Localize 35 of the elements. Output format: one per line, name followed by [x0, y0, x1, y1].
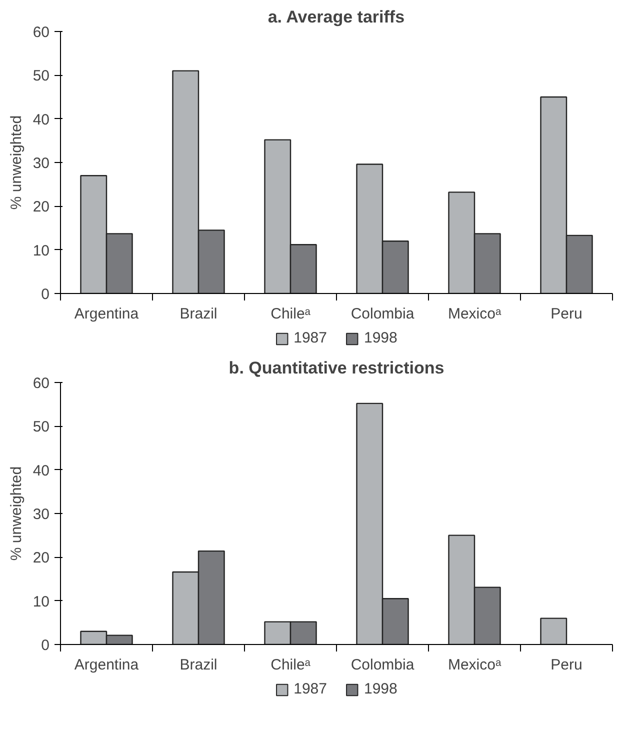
x-tick-label: Colombia	[350, 656, 415, 674]
x-tick-label: Peru	[550, 656, 582, 674]
bar	[540, 618, 568, 644]
legend-label: 1998	[364, 330, 398, 346]
legend-label: 1998	[364, 680, 398, 698]
y-tick-label: 40	[32, 111, 50, 128]
x-tick-label: Argentina	[74, 306, 140, 322]
y-tick-label: 20	[32, 198, 50, 216]
y-axis-title: % unweighted	[8, 115, 25, 210]
chart-title: a. Average tariffs	[268, 8, 405, 26]
legend-label: 1987	[294, 680, 327, 698]
x-tick-label: Brazil	[180, 306, 218, 322]
y-tick-label: 0	[41, 286, 50, 303]
x-tick-label: Chileᵃ	[270, 306, 311, 322]
y-tick-label: 20	[32, 550, 50, 567]
y-tick-label: 0	[41, 637, 50, 654]
x-tick-label: Chileᵃ	[270, 656, 311, 674]
y-tick-label: 30	[32, 506, 50, 523]
y-tick-label: 50	[32, 418, 50, 436]
chart-title: b. Quantitative restrictions	[228, 358, 444, 378]
y-tick-label: 10	[32, 593, 50, 610]
y-tick-label: 30	[32, 155, 50, 172]
x-tick-label: Mexicoᵃ	[448, 306, 502, 322]
y-tick-label: 60	[32, 24, 50, 41]
x-tick-label: Brazil	[180, 656, 218, 674]
x-tick-label: Colombia	[350, 306, 415, 322]
y-tick-label: 40	[32, 462, 50, 480]
x-tick-label: Mexicoᵃ	[448, 656, 502, 674]
y-tick-label: 10	[32, 242, 50, 260]
x-tick-label: Argentina	[74, 656, 140, 674]
y-tick-label: 60	[32, 375, 50, 392]
y-tick-label: 50	[32, 68, 50, 85]
y-axis-title: % unweighted	[8, 466, 25, 561]
legend-label: 1987	[294, 330, 327, 346]
x-tick-label: Peru	[550, 306, 582, 322]
